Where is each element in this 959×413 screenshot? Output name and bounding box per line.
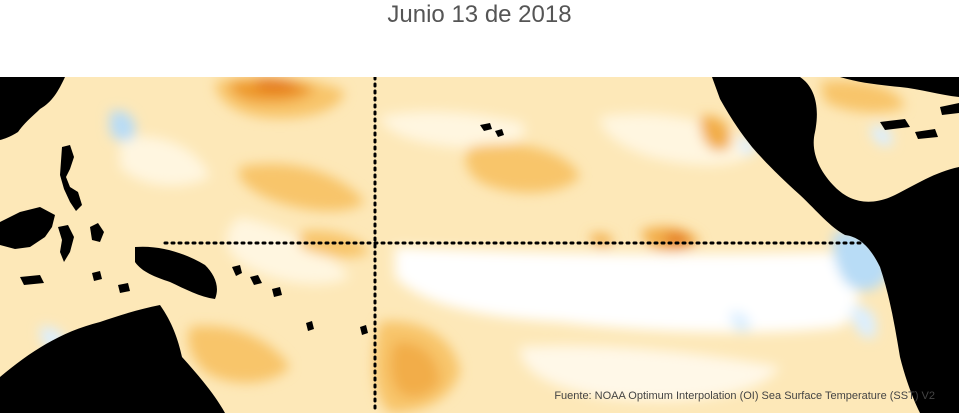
new-guinea	[135, 246, 217, 299]
warm-region	[255, 78, 300, 92]
warm-region	[700, 116, 731, 151]
neutral-region	[120, 136, 210, 186]
caribbean-island	[915, 129, 938, 139]
caribbean-island	[880, 119, 910, 130]
neutral-region	[395, 247, 859, 333]
neutral-region	[380, 111, 526, 148]
hawaii	[480, 123, 492, 131]
borneo	[0, 207, 55, 249]
neutral-region	[520, 345, 780, 401]
island	[306, 321, 314, 331]
neutral-region	[226, 217, 350, 285]
north-america	[712, 77, 959, 413]
anomaly-field	[40, 77, 905, 413]
warm-region	[188, 326, 290, 383]
australia	[0, 305, 225, 413]
hawaii	[495, 129, 504, 137]
land-mass	[0, 77, 959, 413]
warm-region	[390, 341, 440, 398]
neutral-region	[600, 113, 760, 166]
cool-region	[850, 306, 877, 339]
philippines	[60, 145, 82, 211]
island	[232, 265, 242, 276]
asia-landmass	[0, 77, 65, 140]
island	[118, 283, 130, 293]
warm-region	[238, 163, 365, 212]
cool-region	[110, 110, 136, 142]
island	[250, 275, 262, 285]
warm-region	[820, 80, 905, 113]
warm-region	[465, 143, 580, 193]
map-title: Junio 13 de 2018	[387, 1, 572, 28]
moluccas	[90, 223, 104, 242]
gulf-coast	[840, 77, 959, 97]
island	[272, 287, 282, 297]
island	[92, 271, 102, 281]
sulawesi	[58, 225, 74, 262]
source-credit: Fuente: NOAA Optimum Interpolation (OI) …	[554, 390, 935, 402]
island	[360, 325, 368, 335]
cool-region	[730, 311, 751, 333]
island	[20, 275, 44, 285]
caribbean-island	[940, 103, 959, 115]
sst-anomaly-map	[0, 77, 959, 413]
cool-region	[870, 125, 893, 147]
